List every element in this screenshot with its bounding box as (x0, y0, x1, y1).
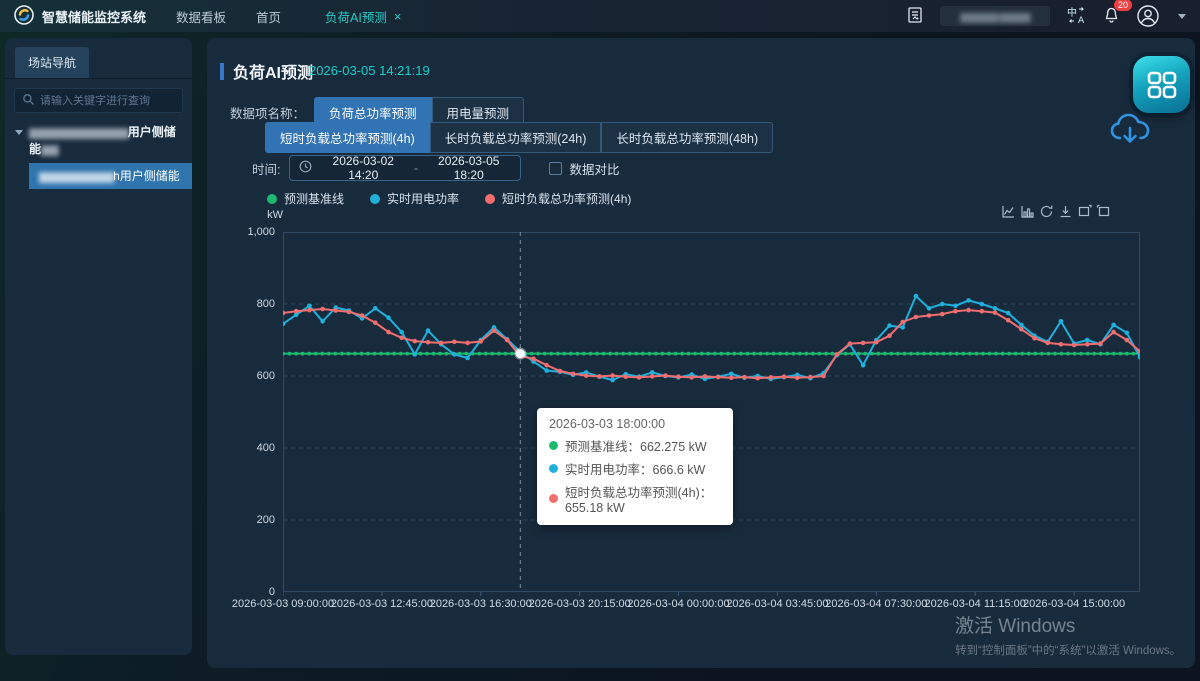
nav-item-dashboard[interactable]: 数据看板 (176, 7, 226, 26)
language-switch-icon[interactable]: 中 A (1066, 5, 1087, 28)
main-panel: 负荷AI预测 2026-03-05 14:21:19 数据项名称： 负荷总功率预… (207, 38, 1195, 668)
station-search-input[interactable] (40, 95, 175, 107)
user-org-chip[interactable]: ▆▆▆▆▆ ▆▆▆▆ (940, 6, 1050, 26)
forecast-horizon-tabs: 短时负载总功率预测(4h) 长时负载总功率预测(24h) 长时负载总功率预测(4… (265, 122, 773, 153)
range-start-value[interactable]: 2026-03-02 14:20 (320, 154, 406, 182)
app-title: 智慧储能监控系统 (42, 7, 146, 26)
station-search-box[interactable] (14, 88, 183, 113)
tooltip-row-actual: 实时用电功率：666.6 kW (549, 459, 721, 478)
tab-load-ai-forecast[interactable]: 负荷AI预测 × (325, 7, 401, 26)
tab-close-icon[interactable]: × (394, 9, 402, 24)
nav-item-home[interactable]: 首页 (256, 7, 281, 26)
windows-activation-watermark: 激活 Windows 转到“控制面板”中的“系统”以激活 Windows。 (955, 611, 1181, 658)
tab-short-term-4h[interactable]: 短时负载总功率预测(4h) (265, 122, 430, 153)
station-sidebar: 场站导航 ▆▆▆▆▆▆▆▆▆▆▆▆用户侧储能▆▆ ▆▆▆▆▆▆▆▆▆h用户侧储能 (5, 38, 192, 655)
svg-text:中: 中 (1067, 6, 1077, 19)
toolbox-line-chart-icon[interactable] (1001, 204, 1016, 219)
date-range-picker[interactable]: 2026-03-02 14:20 - 2026-03-05 18:20 (289, 155, 521, 181)
search-icon (22, 93, 35, 109)
toolbox-zoom-box-icon[interactable] (1077, 204, 1092, 219)
legend-actual-dot (370, 194, 380, 204)
range-end-value[interactable]: 2026-03-05 18:20 (426, 154, 512, 182)
tooltip-row-forecast: 短时负载总功率预测(4h)：655.18 kW (549, 482, 721, 515)
notification-badge: 20 (1114, 0, 1132, 11)
toolbox-restore-icon[interactable] (1039, 204, 1054, 219)
toolbox-download-icon[interactable] (1058, 204, 1073, 219)
tooltip-time: 2026-03-03 18:00:00 (549, 417, 721, 431)
title-accent-bar (220, 63, 224, 80)
legend-forecast-dot (485, 194, 495, 204)
svg-text:A: A (1078, 16, 1085, 25)
y-axis-labels: 0200 400600 8001,000 (223, 232, 275, 592)
tab-long-term-24h[interactable]: 长时负载总功率预测(24h) (430, 122, 602, 153)
app-logo-icon (14, 5, 34, 28)
tree-expand-caret-icon[interactable] (15, 130, 23, 135)
data-item-label: 数据项名称： (230, 103, 305, 122)
top-navbar: 智慧储能监控系统 数据看板 首页 负荷AI预测 × ▆▆▆▆▆ ▆▆▆▆ 中 A (0, 0, 1200, 32)
tooltip-row-baseline: 预测基准线：662.275 kW (549, 436, 721, 455)
legend-item-forecast-4h[interactable]: 短时负载总功率预测(4h) (485, 190, 631, 207)
y-axis-unit: kW (259, 209, 283, 221)
toolbox-bar-chart-icon[interactable] (1020, 204, 1035, 219)
sidebar-tab-station-nav[interactable]: 场站导航 (15, 47, 89, 78)
time-label: 时间: (252, 159, 280, 178)
floating-apps-grid-button[interactable] (1133, 56, 1190, 113)
chart-toolbox (1001, 204, 1111, 219)
tree-item-child-station-selected[interactable]: ▆▆▆▆▆▆▆▆▆h用户侧储能 (29, 163, 192, 189)
clock-icon (299, 160, 312, 176)
cloud-download-icon[interactable] (1108, 110, 1154, 151)
avatar-caret-icon[interactable] (1178, 14, 1186, 19)
user-avatar[interactable] (1136, 4, 1160, 28)
legend-item-actual-power[interactable]: 实时用电功率 (370, 190, 459, 207)
current-timestamp: 2026-03-05 14:21:19 (309, 63, 430, 78)
data-compare-checkbox[interactable] (549, 162, 562, 175)
report-doc-icon[interactable] (906, 6, 924, 27)
chart-legend: 预测基准线 实时用电功率 短时负载总功率预测(4h) (267, 190, 631, 207)
page-title: 负荷AI预测 (233, 59, 313, 83)
chart-tooltip: 2026-03-03 18:00:00 预测基准线：662.275 kW 实时用… (537, 408, 733, 525)
legend-baseline-dot (267, 194, 277, 204)
sidebar-header: 场站导航 (5, 38, 192, 79)
data-compare-label: 数据对比 (569, 159, 619, 178)
tree-item-root-station[interactable]: ▆▆▆▆▆▆▆▆▆▆▆▆用户侧储能▆▆ (5, 119, 192, 163)
tab-long-term-48h[interactable]: 长时负载总功率预测(48h) (601, 122, 773, 153)
toolbox-zoom-reset-icon[interactable] (1096, 204, 1111, 219)
notifications-bell-icon[interactable]: 20 (1103, 6, 1120, 27)
legend-item-baseline[interactable]: 预测基准线 (267, 190, 344, 207)
